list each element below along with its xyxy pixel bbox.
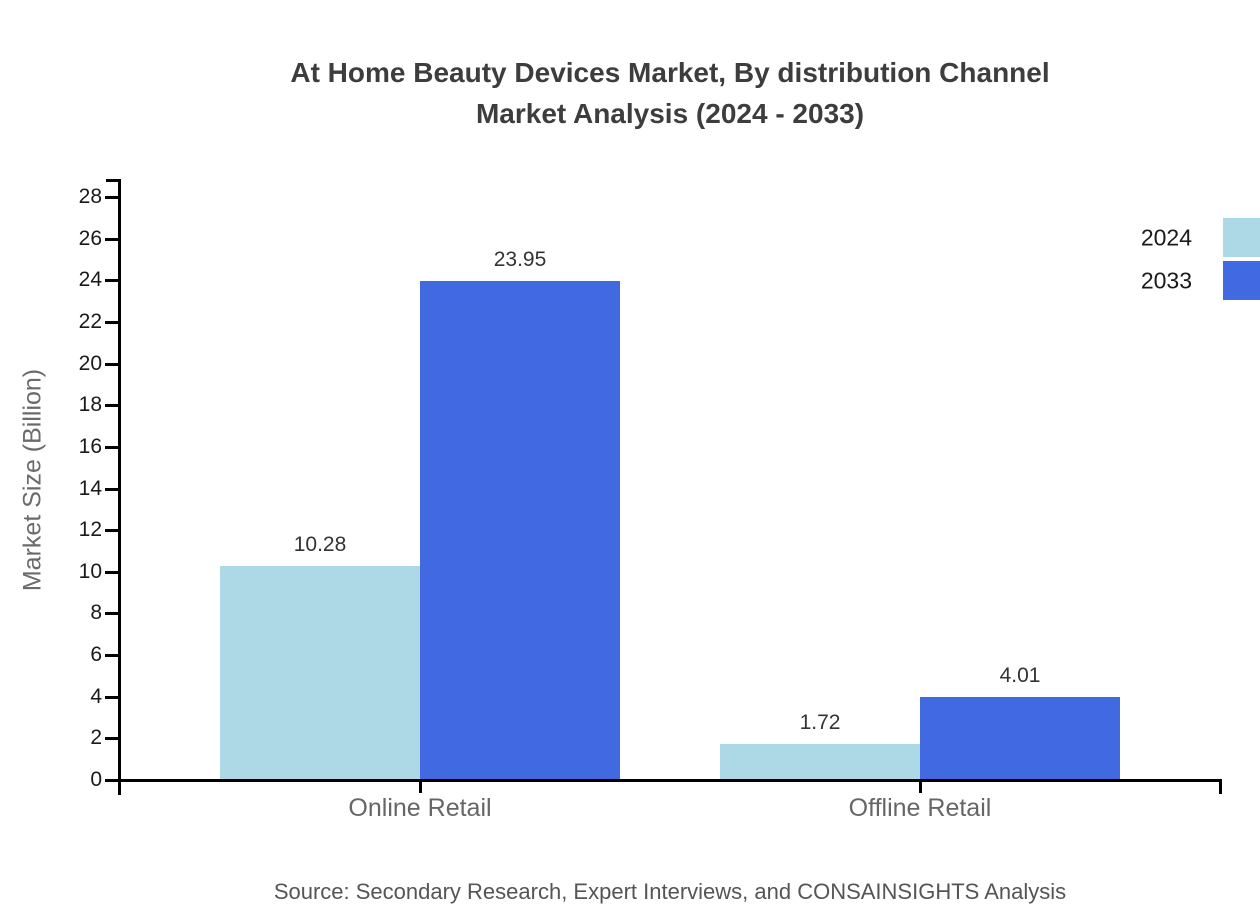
y-tick-label: 8 <box>90 601 102 625</box>
x-category-label: Online Retail <box>348 794 492 822</box>
x-category-label: Offline Retail <box>848 794 992 822</box>
y-tick <box>105 279 118 283</box>
y-tick <box>105 320 118 324</box>
y-tick <box>105 695 118 699</box>
legend-label-2024: 2024 <box>1140 224 1192 250</box>
y-tick <box>105 529 118 533</box>
y-tick-label: 6 <box>90 643 102 667</box>
bar-2024-online-retail <box>220 565 420 780</box>
x-axis-end-tick <box>1219 780 1222 794</box>
y-tick-label: 12 <box>78 518 102 542</box>
bar-2024-offline-retail <box>720 744 920 780</box>
x-tick <box>419 780 422 793</box>
y-tick <box>105 654 118 658</box>
y-tick <box>105 570 118 574</box>
legend-swatch-2033 <box>1223 261 1260 300</box>
y-tick-label: 10 <box>78 559 102 583</box>
y-tick-label: 4 <box>90 684 102 708</box>
legend-label-2033: 2033 <box>1140 267 1192 293</box>
y-tick <box>105 445 118 449</box>
y-axis-end-tick <box>106 179 118 182</box>
bar-2033-online-retail <box>420 281 620 780</box>
source-note: Source: Secondary Research, Expert Inter… <box>273 879 1067 904</box>
y-tick-label: 2 <box>90 726 102 750</box>
x-axis-line <box>118 779 1222 782</box>
y-tick-label: 16 <box>78 434 102 458</box>
y-tick-label: 14 <box>78 476 102 500</box>
bar-value-label: 4.01 <box>999 663 1041 687</box>
y-tick <box>105 404 118 408</box>
chart-title-line-2: Market Analysis (2024 - 2033) <box>475 98 865 129</box>
y-tick-label: 18 <box>78 393 102 417</box>
y-tick <box>105 737 118 741</box>
bar-value-label: 23.95 <box>493 248 547 272</box>
y-tick-label: 26 <box>78 226 102 250</box>
y-tick-label: 24 <box>78 268 102 292</box>
y-tick-label: 0 <box>90 768 102 791</box>
bar-value-label: 1.72 <box>799 711 841 735</box>
y-tick <box>105 196 118 199</box>
chart-title: At Home Beauty Devices Market, By distri… <box>120 52 1220 134</box>
x-tick <box>919 780 922 793</box>
y-axis-line <box>118 179 121 795</box>
bar-value-label: 10.28 <box>293 532 347 556</box>
y-tick <box>105 779 118 782</box>
y-tick <box>105 362 118 366</box>
bar-2033-offline-retail <box>920 696 1120 780</box>
y-tick <box>105 487 118 491</box>
chart-title-line-1: At Home Beauty Devices Market, By distri… <box>290 57 1050 88</box>
y-tick-label: 28 <box>78 185 102 208</box>
y-tick <box>105 237 118 241</box>
y-tick <box>105 612 118 616</box>
y-tick-label: 20 <box>78 351 102 375</box>
y-tick-label: 22 <box>78 309 102 333</box>
legend-swatch-2024 <box>1223 218 1260 257</box>
